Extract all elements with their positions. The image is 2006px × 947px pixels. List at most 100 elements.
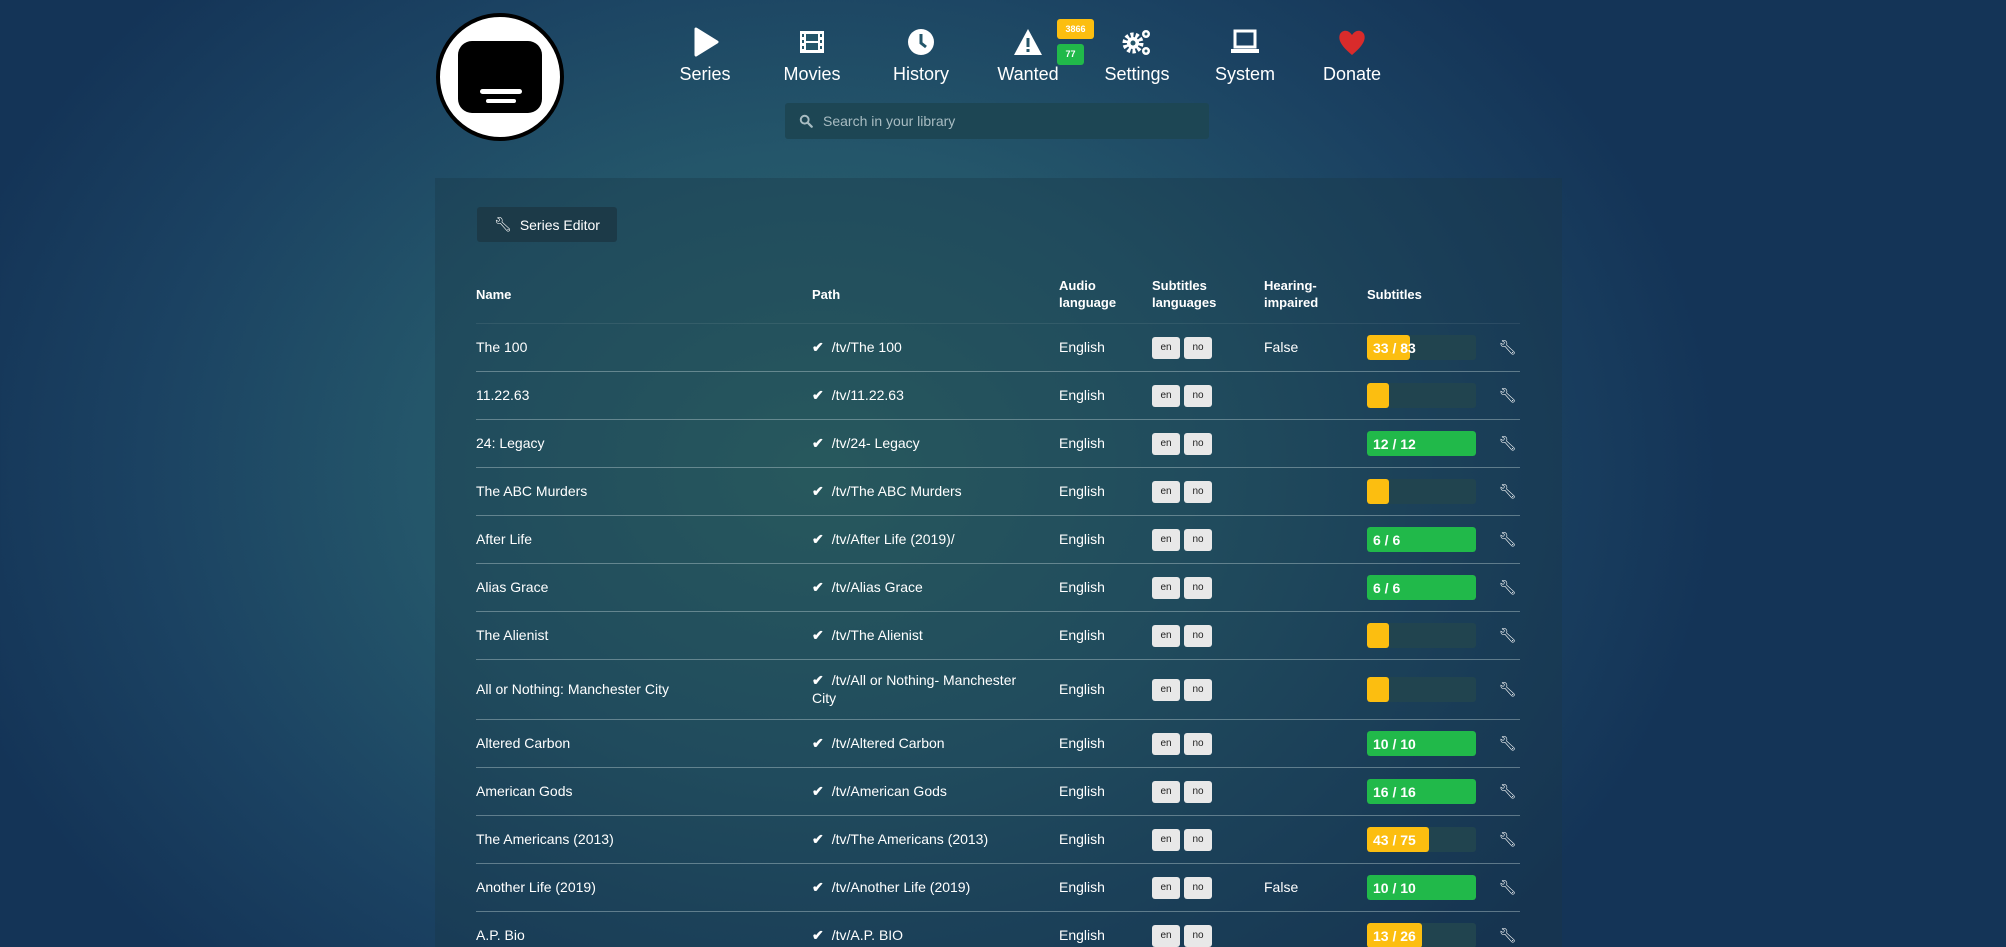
series-name[interactable]: Alias Grace (476, 563, 812, 612)
check-icon: ✔ (812, 735, 824, 751)
language-badge: en (1152, 576, 1180, 599)
header-subtitle-languages[interactable]: Subtitles languages (1152, 266, 1264, 324)
nav-history[interactable]: History (866, 26, 976, 85)
progress-bar: 10 / 10 (1367, 874, 1476, 900)
wrench-icon: 🔧︎ (1498, 579, 1517, 595)
progress-label: 6 / 6 (1373, 579, 1401, 596)
language-badge: no (1184, 528, 1212, 551)
nav-system[interactable]: System (1190, 26, 1300, 85)
header-path[interactable]: Path (812, 266, 1059, 324)
search-bar[interactable] (785, 103, 1209, 139)
series-name[interactable]: A.P. Bio (476, 911, 812, 947)
series-name[interactable]: American Gods (476, 767, 812, 816)
series-path: ✔ /tv/24- Legacy (812, 419, 1059, 468)
progress-bar: 43 / 75 (1367, 826, 1476, 852)
nav-settings[interactable]: Settings (1082, 26, 1192, 85)
series-name[interactable]: All or Nothing: Manchester City (476, 659, 812, 720)
edit-series-button[interactable]: 🔧︎ (1495, 863, 1520, 912)
path-text: /tv/11.22.63 (831, 387, 904, 403)
film-icon (800, 31, 824, 53)
progress-label: 6 / 6 (1373, 531, 1401, 548)
edit-series-button[interactable]: 🔧︎ (1495, 563, 1520, 612)
edit-series-button[interactable]: 🔧︎ (1495, 719, 1520, 768)
series-name[interactable]: The Americans (2013) (476, 815, 812, 864)
header-name[interactable]: Name (476, 266, 812, 324)
edit-series-button[interactable]: 🔧︎ (1495, 767, 1520, 816)
subtitles-progress: 12 / 12 (1367, 419, 1495, 468)
table-row: A.P. Bio ✔ /tv/A.P. BIO English en no 13 / 26 🔧… (476, 911, 1520, 947)
language-badge: no (1184, 678, 1212, 701)
check-icon: ✔ (812, 879, 824, 895)
wanted-series-badge[interactable]: 3866 (1057, 19, 1094, 39)
nav-movies[interactable]: Movies (757, 26, 867, 85)
audio-language: English (1059, 563, 1152, 612)
edit-series-button[interactable]: 🔧︎ (1495, 611, 1520, 660)
series-name[interactable]: Altered Carbon (476, 719, 812, 768)
edit-series-button[interactable]: 🔧︎ (1495, 515, 1520, 564)
series-editor-button[interactable]: 🔧︎ Series Editor (477, 207, 617, 242)
search-input[interactable] (823, 113, 1183, 129)
edit-series-button[interactable]: 🔧︎ (1495, 659, 1520, 720)
series-path: ✔ /tv/Altered Carbon (812, 719, 1059, 768)
series-path: ✔ /tv/The Alienist (812, 611, 1059, 660)
language-badge: no (1184, 480, 1212, 503)
path-text: /tv/Alias Grace (831, 579, 923, 595)
edit-series-button[interactable]: 🔧︎ (1495, 815, 1520, 864)
language-badge: en (1152, 528, 1180, 551)
edit-series-button[interactable]: 🔧︎ (1495, 467, 1520, 516)
series-path: ✔ /tv/Another Life (2019) (812, 863, 1059, 912)
check-icon: ✔ (812, 783, 824, 799)
series-path: ✔ /tv/American Gods (812, 767, 1059, 816)
edit-series-button[interactable]: 🔧︎ (1495, 911, 1520, 947)
audio-language: English (1059, 911, 1152, 947)
series-name[interactable]: The ABC Murders (476, 467, 812, 516)
check-icon: ✔ (812, 831, 824, 847)
clock-icon (908, 29, 934, 55)
audio-language: English (1059, 323, 1152, 372)
series-name[interactable]: 11.22.63 (476, 371, 812, 420)
series-path: ✔ /tv/The ABC Murders (812, 467, 1059, 516)
subtitle-languages: en no (1152, 767, 1264, 816)
path-text: /tv/Another Life (2019) (831, 879, 971, 895)
series-name[interactable]: The Alienist (476, 611, 812, 660)
progress-fill (1367, 922, 1422, 947)
nav-series[interactable]: Series (650, 26, 760, 85)
nav-wanted[interactable]: Wanted (973, 26, 1083, 85)
path-text: /tv/American Gods (831, 783, 947, 799)
progress-fill (1367, 730, 1476, 756)
wrench-icon: 🔧︎ (1498, 927, 1517, 943)
check-icon: ✔ (812, 627, 824, 643)
edit-series-button[interactable]: 🔧︎ (1495, 371, 1520, 420)
check-icon: ✔ (812, 339, 824, 355)
series-editor-label: Series Editor (519, 216, 600, 233)
edit-series-button[interactable]: 🔧︎ (1495, 419, 1520, 468)
language-badge: en (1152, 336, 1180, 359)
progress-bar: 10 / 10 (1367, 730, 1476, 756)
header-subtitles[interactable]: Subtitles (1367, 266, 1495, 324)
progress-bar (1367, 676, 1476, 702)
language-badge: en (1152, 732, 1180, 755)
nav-label: System (1214, 64, 1275, 84)
language-badge: no (1184, 924, 1212, 947)
progress-fill (1367, 478, 1389, 504)
progress-fill (1367, 430, 1476, 456)
subtitle-languages: en no (1152, 419, 1264, 468)
progress-fill (1367, 526, 1476, 552)
wanted-movies-badge[interactable]: 77 (1057, 44, 1084, 65)
header-audio[interactable]: Audio language (1059, 266, 1152, 324)
progress-fill (1367, 778, 1476, 804)
audio-language: English (1059, 611, 1152, 660)
header-hearing-impaired[interactable]: Hearing-impaired (1264, 266, 1367, 324)
subtitle-languages: en no (1152, 323, 1264, 372)
audio-language: English (1059, 719, 1152, 768)
nav-donate[interactable]: Donate (1297, 26, 1407, 85)
edit-series-button[interactable]: 🔧︎ (1495, 323, 1520, 372)
series-name[interactable]: Another Life (2019) (476, 863, 812, 912)
check-icon: ✔ (812, 672, 824, 688)
subtitle-languages: en no (1152, 815, 1264, 864)
series-name[interactable]: 24: Legacy (476, 419, 812, 468)
app-logo[interactable] (436, 13, 564, 141)
series-name[interactable]: After Life (476, 515, 812, 564)
check-icon: ✔ (812, 387, 824, 403)
series-name[interactable]: The 100 (476, 323, 812, 372)
